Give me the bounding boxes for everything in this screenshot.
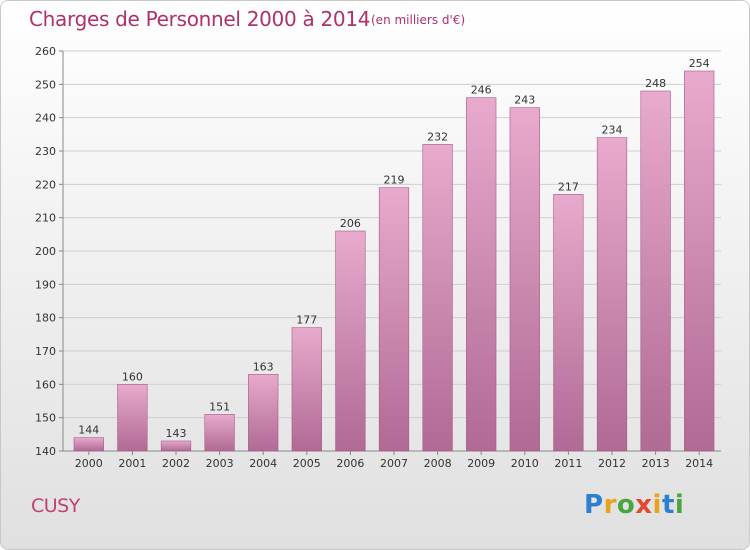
x-tick-label: 2005 — [293, 457, 321, 470]
logo-letter: r — [603, 490, 617, 520]
bar — [422, 144, 453, 452]
y-tick-label: 180 — [35, 312, 56, 325]
y-tick-label: 140 — [35, 445, 56, 458]
data-label: 151 — [209, 400, 230, 413]
x-tick-label: 2006 — [336, 457, 364, 470]
y-tick-label: 210 — [35, 212, 56, 225]
y-tick-label: 200 — [35, 245, 56, 258]
x-tick-label: 2013 — [642, 457, 670, 470]
chart-subtitle: (en milliers d'€) — [371, 13, 466, 27]
x-tick-label: 2011 — [554, 457, 582, 470]
x-tick-label: 2004 — [249, 457, 277, 470]
bar — [640, 90, 671, 452]
bar — [73, 437, 104, 452]
data-label: 254 — [689, 57, 710, 70]
bar — [684, 70, 715, 452]
data-label: 232 — [427, 130, 448, 143]
proxiti-logo: Proxiti — [584, 490, 684, 520]
bar — [204, 414, 235, 452]
logo-letter: x — [635, 490, 653, 520]
y-tick-label: 260 — [35, 45, 56, 58]
bar — [378, 187, 410, 452]
bar — [160, 440, 192, 452]
bar — [248, 374, 279, 452]
data-label: 217 — [558, 180, 579, 193]
data-label: 144 — [78, 424, 99, 437]
bar — [466, 97, 497, 452]
data-label: 163 — [253, 360, 274, 373]
y-tick-label: 190 — [35, 278, 56, 291]
x-tick-label: 2008 — [424, 457, 452, 470]
bar — [596, 137, 628, 452]
bars — [73, 70, 715, 452]
x-tick-label: 2010 — [511, 457, 539, 470]
y-tick-label: 240 — [35, 112, 56, 125]
data-label: 234 — [602, 124, 623, 137]
y-tick-label: 160 — [35, 378, 56, 391]
data-label: 143 — [166, 427, 187, 440]
data-label: 243 — [514, 94, 535, 107]
bar — [509, 107, 540, 452]
logo-letter: o — [616, 490, 636, 520]
data-label: 248 — [645, 77, 666, 90]
x-tick-label: 2002 — [162, 457, 190, 470]
y-tick-label: 150 — [35, 412, 56, 425]
bar — [335, 230, 366, 452]
logo-letter: t — [661, 490, 675, 520]
x-tick-label: 2009 — [467, 457, 495, 470]
y-tick-label: 170 — [35, 345, 56, 358]
bar — [117, 384, 148, 452]
logo-letter: i — [652, 490, 662, 520]
axes: 140 150 160 170 180 190 200 210 220 230 240 250 260 2… — [35, 45, 721, 470]
data-label: 177 — [296, 314, 317, 327]
chart-title: Charges de Personnel 2000 à 2014 — [29, 7, 371, 31]
logo-letter: i — [674, 490, 685, 520]
x-tick-label: 2001 — [118, 457, 146, 470]
data-label: 160 — [122, 370, 143, 383]
y-tick-label: 250 — [35, 78, 56, 91]
x-tick-label: 2007 — [380, 457, 408, 470]
place-name: CUSY — [31, 495, 80, 517]
data-label: 219 — [384, 174, 405, 187]
bar — [553, 194, 584, 452]
data-label: 246 — [471, 84, 492, 97]
x-tick-label: 2012 — [598, 457, 626, 470]
data-label: 206 — [340, 217, 361, 230]
y-tick-label: 230 — [35, 145, 56, 158]
x-tick-label: 2014 — [685, 457, 713, 470]
y-tick-label: 220 — [35, 178, 56, 191]
bar — [291, 327, 322, 452]
x-tick-label: 2000 — [75, 457, 103, 470]
data-labels: 144 160 143 151 163 177 206 219 232 246 243 217 234 2… — [78, 57, 709, 440]
logo-letter: P — [584, 490, 604, 520]
x-tick-label: 2003 — [206, 457, 234, 470]
